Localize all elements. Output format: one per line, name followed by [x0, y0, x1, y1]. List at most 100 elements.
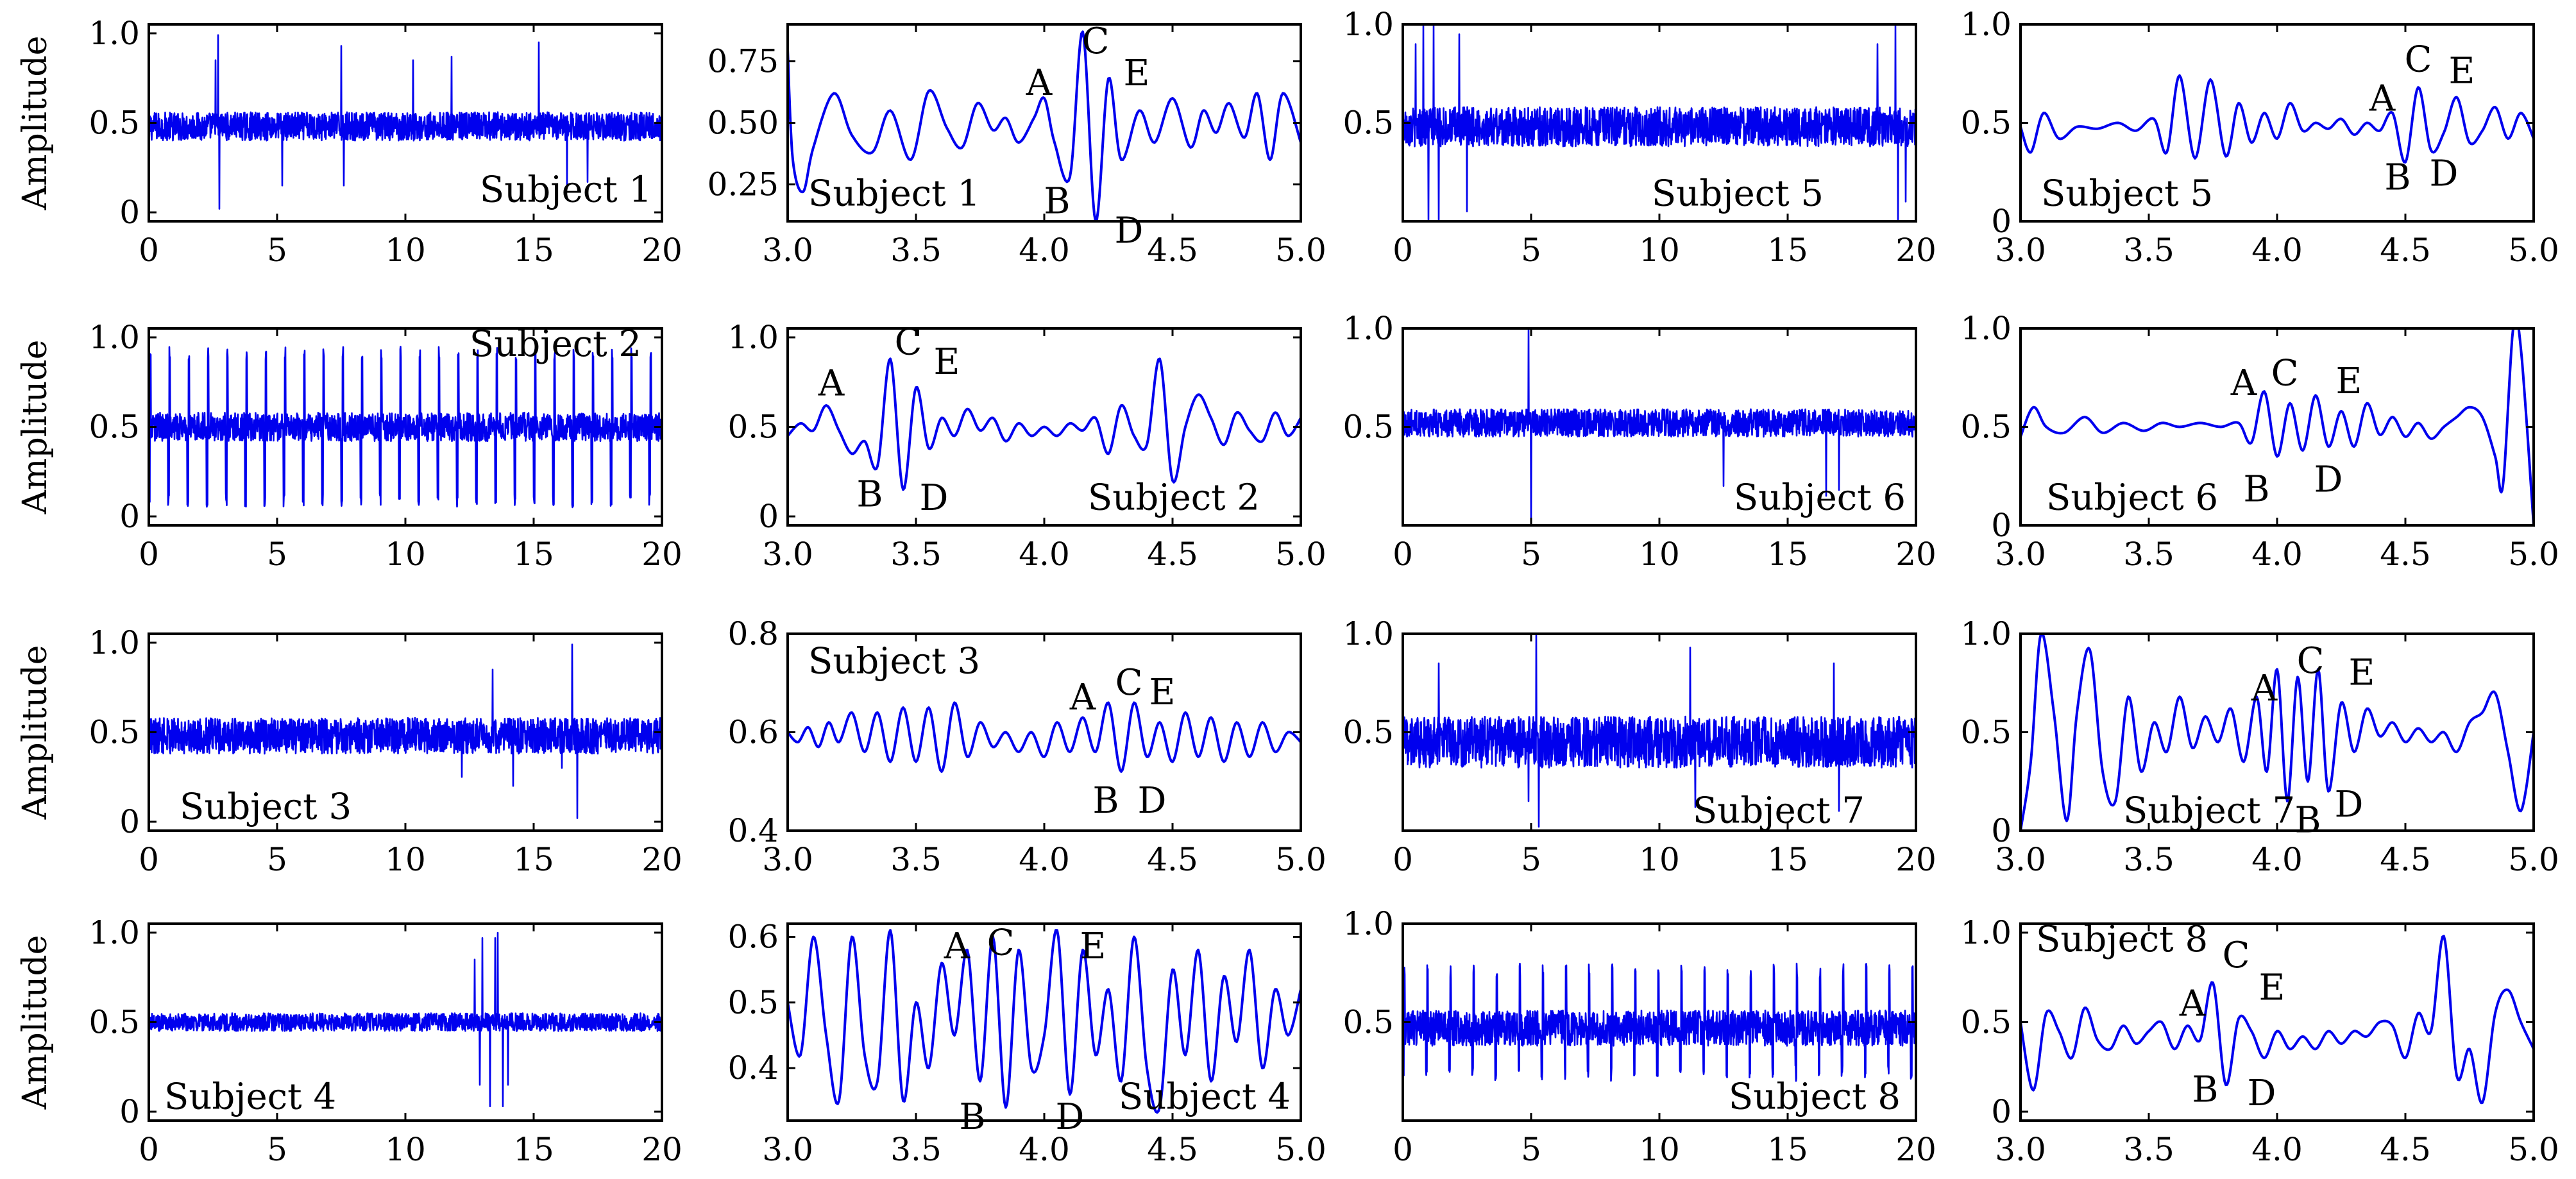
y-axis-label: Amplitude [16, 36, 55, 211]
x-tick-label: 15 [1767, 841, 1808, 878]
x-tick-label: 0 [139, 232, 159, 269]
x-tick-label: 10 [385, 1131, 426, 1168]
x-tick-label: 10 [1639, 1131, 1680, 1168]
x-tick-label: 3.5 [2123, 232, 2174, 269]
y-tick-label: 0.5 [1343, 714, 1394, 751]
point-annotation-b: B [1092, 780, 1119, 822]
panel-2-3: 3.0 3.5 4.0 4.5 5.0 0 0.5 1.0 Subject 7 A B C D E [1960, 615, 2559, 878]
y-tick-label: 0 [1991, 1093, 2012, 1130]
subject-label: Subject 8 [1729, 1076, 1901, 1118]
point-annotation-a: A [2179, 983, 2206, 1025]
y-tick-label: 0.4 [727, 1049, 779, 1087]
x-tick-label: 5 [267, 841, 287, 878]
y-tick-label: 0.6 [727, 714, 779, 751]
signal-trace [1403, 328, 1916, 525]
signal-trace [149, 346, 662, 509]
y-tick-label: 1.0 [1960, 6, 2012, 43]
point-annotation-d: D [920, 477, 949, 519]
y-tick-label: 0.5 [1960, 714, 2012, 751]
x-tick-label: 5.0 [1275, 841, 1326, 878]
x-tick-label: 0 [1393, 536, 1413, 573]
panel-2-2: 0 5 10 15 20 0.5 1.0 Subject 7 [1343, 615, 1936, 878]
panel-0-0: 0 5 10 15 20 0 0.5 1.0 Amplitude Subject 1 [16, 15, 682, 269]
x-tick-label: 4.0 [1019, 1131, 1070, 1168]
x-tick-label: 10 [385, 841, 426, 878]
x-tick-label: 5.0 [2508, 232, 2559, 269]
y-tick-label: 1.0 [89, 15, 140, 52]
signal-trace [788, 701, 1301, 773]
point-annotation-a: A [2369, 78, 2396, 120]
x-tick-label: 5 [1521, 841, 1541, 878]
x-tick-label: 5 [1521, 536, 1541, 573]
x-tick-label: 15 [513, 1131, 554, 1168]
y-tick-label: 0.6 [727, 918, 779, 955]
y-tick-label: 1.0 [89, 914, 140, 951]
y-tick-label: 0.75 [708, 43, 779, 80]
x-tick-label: 3.0 [1995, 232, 2046, 269]
signal-trace [2021, 935, 2534, 1105]
point-annotation-a: A [1026, 62, 1053, 104]
signal-trace [1403, 24, 1916, 221]
x-tick-label: 4.0 [2251, 232, 2303, 269]
signal-trace [2021, 74, 2534, 164]
signal-trace [149, 34, 662, 210]
y-tick-label: 1.0 [1960, 310, 2012, 347]
x-tick-label: 4.0 [2251, 536, 2303, 573]
x-tick-label: 0 [139, 536, 159, 573]
panel-3-2: 0 5 10 15 20 0.5 1.0 Subject 8 [1343, 905, 1936, 1168]
y-tick-label: 0.5 [1343, 1004, 1394, 1041]
y-tick-label: 1.0 [1343, 905, 1394, 942]
x-tick-label: 4.5 [1147, 536, 1198, 573]
x-tick-label: 3.5 [2123, 841, 2174, 878]
point-annotation-e: E [2349, 652, 2375, 693]
signal-trace [149, 643, 662, 819]
point-annotation-d: D [2430, 153, 2459, 194]
signal-trace [2021, 328, 2534, 525]
x-tick-label: 3.5 [890, 536, 942, 573]
panel-1-3: 3.0 3.5 4.0 4.5 5.0 0 0.5 1.0 Subject 6 A B C D E [1960, 310, 2559, 573]
x-tick-label: 0 [1393, 1131, 1413, 1168]
point-annotation-a: A [818, 363, 845, 405]
point-annotation-c: C [987, 922, 1015, 964]
x-tick-label: 3.5 [890, 841, 942, 878]
y-tick-label: 1.0 [89, 624, 140, 661]
panel-2-0: 0 5 10 15 20 0 0.5 1.0 Amplitude Subject 3 [16, 624, 682, 878]
signal-trace [149, 931, 662, 1107]
subject-label: Subject 4 [164, 1076, 336, 1118]
point-annotation-c: C [2297, 640, 2325, 682]
point-annotation-c: C [2405, 38, 2432, 80]
x-tick-label: 3.5 [2123, 536, 2174, 573]
x-tick-label: 20 [641, 536, 682, 573]
x-tick-label: 20 [1895, 536, 1936, 573]
x-tick-label: 20 [1895, 232, 1936, 269]
x-tick-label: 5.0 [2508, 536, 2559, 573]
x-tick-label: 10 [385, 232, 426, 269]
subject-label: Subject 5 [2041, 173, 2213, 214]
x-tick-label: 15 [513, 841, 554, 878]
y-tick-label: 1.0 [1343, 615, 1394, 652]
y-tick-label: 1.0 [1343, 310, 1394, 347]
subject-label: Subject 6 [1734, 477, 1906, 518]
point-annotation-c: C [2271, 353, 2299, 394]
x-tick-label: 4.0 [2251, 841, 2303, 878]
signal-trace [2021, 634, 2534, 831]
x-tick-label: 10 [1639, 232, 1680, 269]
panel-3-0: 0 5 10 15 20 0 0.5 1.0 Amplitude Subject 4 [16, 914, 682, 1168]
point-annotation-b: B [1044, 180, 1070, 222]
point-annotation-d: D [1138, 780, 1167, 822]
point-annotation-e: E [1080, 926, 1106, 967]
x-tick-label: 4.5 [2380, 841, 2431, 878]
x-tick-label: 20 [1895, 1131, 1936, 1168]
x-tick-label: 3.5 [2123, 1131, 2174, 1168]
x-tick-label: 15 [513, 232, 554, 269]
y-tick-label: 0.5 [1343, 105, 1394, 142]
signal-trace [788, 357, 1301, 491]
y-tick-label: 0 [1991, 812, 2012, 849]
y-tick-label: 0.4 [727, 812, 779, 849]
point-annotation-e: E [2449, 51, 2475, 92]
y-tick-label: 0.5 [89, 409, 140, 446]
x-tick-label: 3.5 [890, 232, 942, 269]
y-tick-label: 0 [758, 498, 779, 535]
x-tick-label: 0 [139, 841, 159, 878]
x-tick-label: 15 [513, 536, 554, 573]
